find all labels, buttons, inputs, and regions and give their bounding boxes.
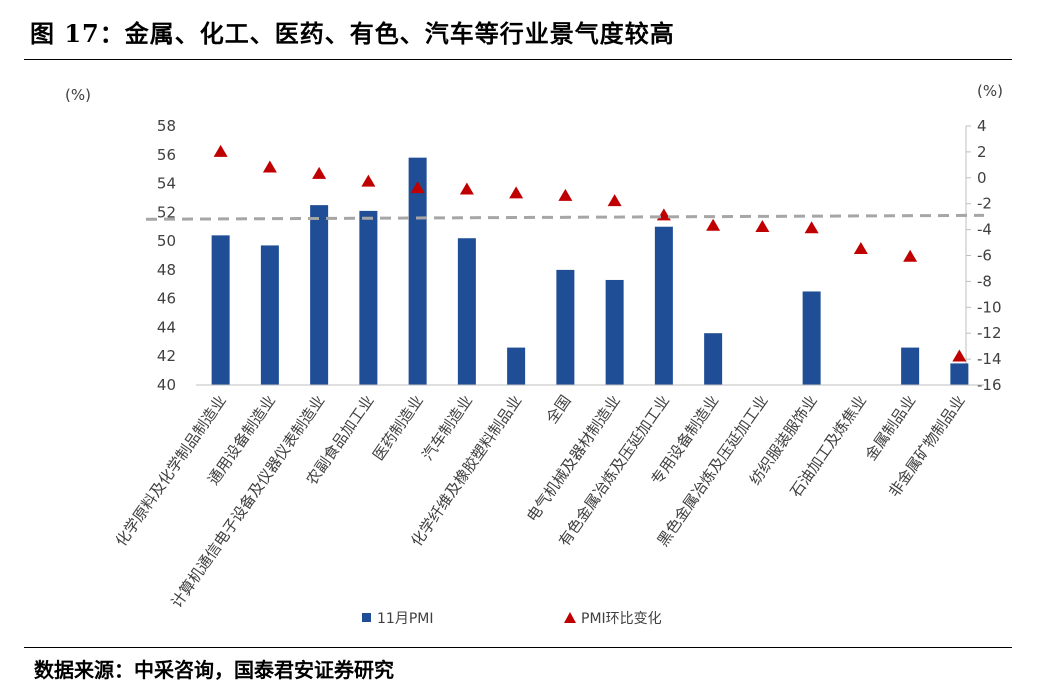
right-axis-ticks: -16 -14 -12 -10 -8 -6 -4 -2 0 2 4	[965, 117, 1002, 394]
bar	[310, 205, 329, 385]
left-tick-label: 48	[157, 261, 176, 279]
legend-marker-label: PMI环比变化	[581, 611, 662, 627]
legend-bar-swatch	[362, 613, 371, 622]
right-tick-label: -14	[977, 350, 1002, 368]
source-note: 数据来源：中采咨询，国泰君安证券研究	[34, 658, 394, 682]
bar	[802, 291, 821, 385]
marker-point	[903, 249, 918, 262]
left-tick-label: 42	[157, 347, 176, 365]
left-tick-label: 52	[157, 203, 176, 221]
bar	[507, 347, 526, 385]
left-tick-label: 40	[157, 376, 176, 394]
marker-point	[213, 144, 228, 157]
marker-point	[706, 218, 721, 231]
bottom-rule	[24, 647, 1012, 648]
figure-title: 图 17：金属、化工、医药、有色、汽车等行业景气度较高	[30, 19, 675, 48]
marker-point	[755, 220, 770, 233]
right-tick-label: -10	[977, 298, 1002, 316]
right-tick-label: -16	[977, 376, 1002, 394]
bar	[556, 269, 575, 385]
bar	[359, 210, 378, 385]
right-tick-label: -4	[977, 221, 992, 239]
marker-point	[459, 182, 474, 195]
legend-bar-label: 11月PMI	[377, 611, 433, 627]
bar	[950, 363, 969, 385]
bar	[901, 347, 920, 385]
category-labels: 化学原料及化学制品制造业通用设备制造业计算机通信电子设备及仪器仪表制造业农副食品…	[112, 392, 969, 611]
marker-series	[213, 144, 967, 362]
right-tick-label: -12	[977, 324, 1002, 342]
left-axis-label: (%)	[65, 86, 91, 104]
right-tick-label: -6	[977, 247, 992, 265]
right-tick-label: -8	[977, 272, 992, 290]
legend: 11月PMI PMI环比变化	[362, 611, 662, 627]
left-tick-label: 44	[157, 318, 176, 336]
right-tick-label: -2	[977, 195, 992, 213]
left-tick-label: 56	[157, 146, 176, 164]
marker-point	[262, 160, 277, 173]
left-tick-label: 58	[157, 117, 176, 135]
bar-series	[211, 157, 969, 385]
reference-dashed-line	[145, 213, 985, 221]
marker-point	[558, 188, 573, 201]
bar	[260, 245, 279, 385]
bar	[605, 279, 624, 385]
marker-point	[361, 174, 376, 187]
bar	[408, 157, 427, 385]
category-label: 全国	[543, 392, 575, 427]
right-tick-label: 4	[977, 117, 987, 135]
right-tick-label: 0	[977, 169, 987, 187]
top-rule	[24, 59, 1012, 60]
marker-point	[607, 194, 622, 207]
bar	[457, 238, 476, 385]
bar	[211, 235, 230, 385]
left-tick-label: 54	[157, 175, 176, 193]
marker-point	[509, 186, 524, 199]
marker-point	[853, 242, 868, 255]
legend-marker-swatch	[564, 612, 576, 623]
left-tick-label: 46	[157, 290, 176, 308]
marker-point	[656, 208, 671, 221]
marker-point	[312, 166, 327, 179]
bar	[654, 226, 673, 385]
marker-point	[952, 349, 967, 362]
left-tick-label: 50	[157, 232, 176, 250]
marker-point	[804, 221, 819, 234]
right-axis-label: (%)	[977, 82, 1003, 100]
marker-point	[410, 181, 425, 194]
reference-line	[145, 213, 985, 221]
category-label: 电气机械及器材制造业	[523, 392, 624, 525]
right-tick-label: 2	[977, 143, 987, 161]
left-axis-ticks: 40 42 44 46 48 50 52 54 56 58	[157, 117, 176, 394]
bar	[704, 333, 723, 385]
